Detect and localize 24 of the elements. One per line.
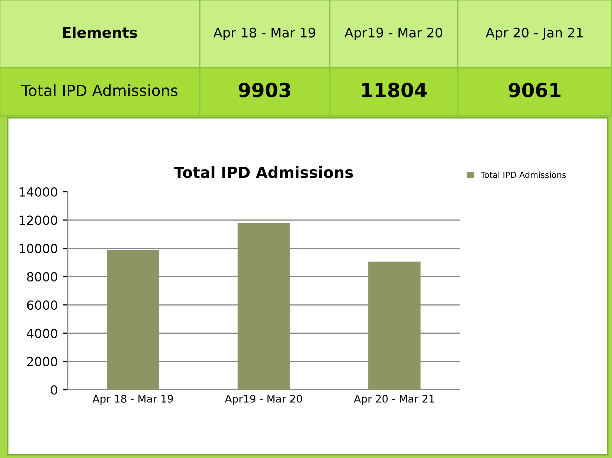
y-tick-label: 6000	[27, 300, 58, 310]
text: Total IPD Admissions	[21, 84, 178, 96]
y-tick-label: 14000	[20, 187, 58, 197]
bar	[107, 250, 160, 390]
y-tick-label: 12000	[20, 216, 58, 226]
y-tick-label: 2000	[27, 357, 58, 367]
y-tick-label: 0	[51, 385, 58, 395]
legend-label: Total IPD Admissions	[480, 172, 566, 178]
text: 11804	[362, 82, 427, 98]
text: Apr 18 - Mar 19	[214, 28, 316, 40]
y-tick-label: 10000	[20, 244, 58, 254]
text: Apr19 - Mar 20	[344, 28, 442, 40]
text: Elements	[63, 26, 138, 38]
x-tick-label: Apr19 - Mar 20	[225, 395, 302, 405]
text: 9903	[238, 82, 291, 98]
text: Apr 20 - Jan 21	[486, 28, 583, 40]
bar	[238, 223, 290, 390]
y-tick-label: 4000	[27, 328, 58, 338]
bar	[368, 262, 421, 390]
x-tick-label: Apr 18 - Mar 19	[92, 395, 174, 405]
chart-title: Total IPD Admissions	[174, 166, 354, 178]
x-tick-label: Apr 20 - Mar 21	[354, 395, 434, 405]
text: 9061	[508, 82, 561, 98]
y-tick-label: 8000	[27, 272, 58, 282]
